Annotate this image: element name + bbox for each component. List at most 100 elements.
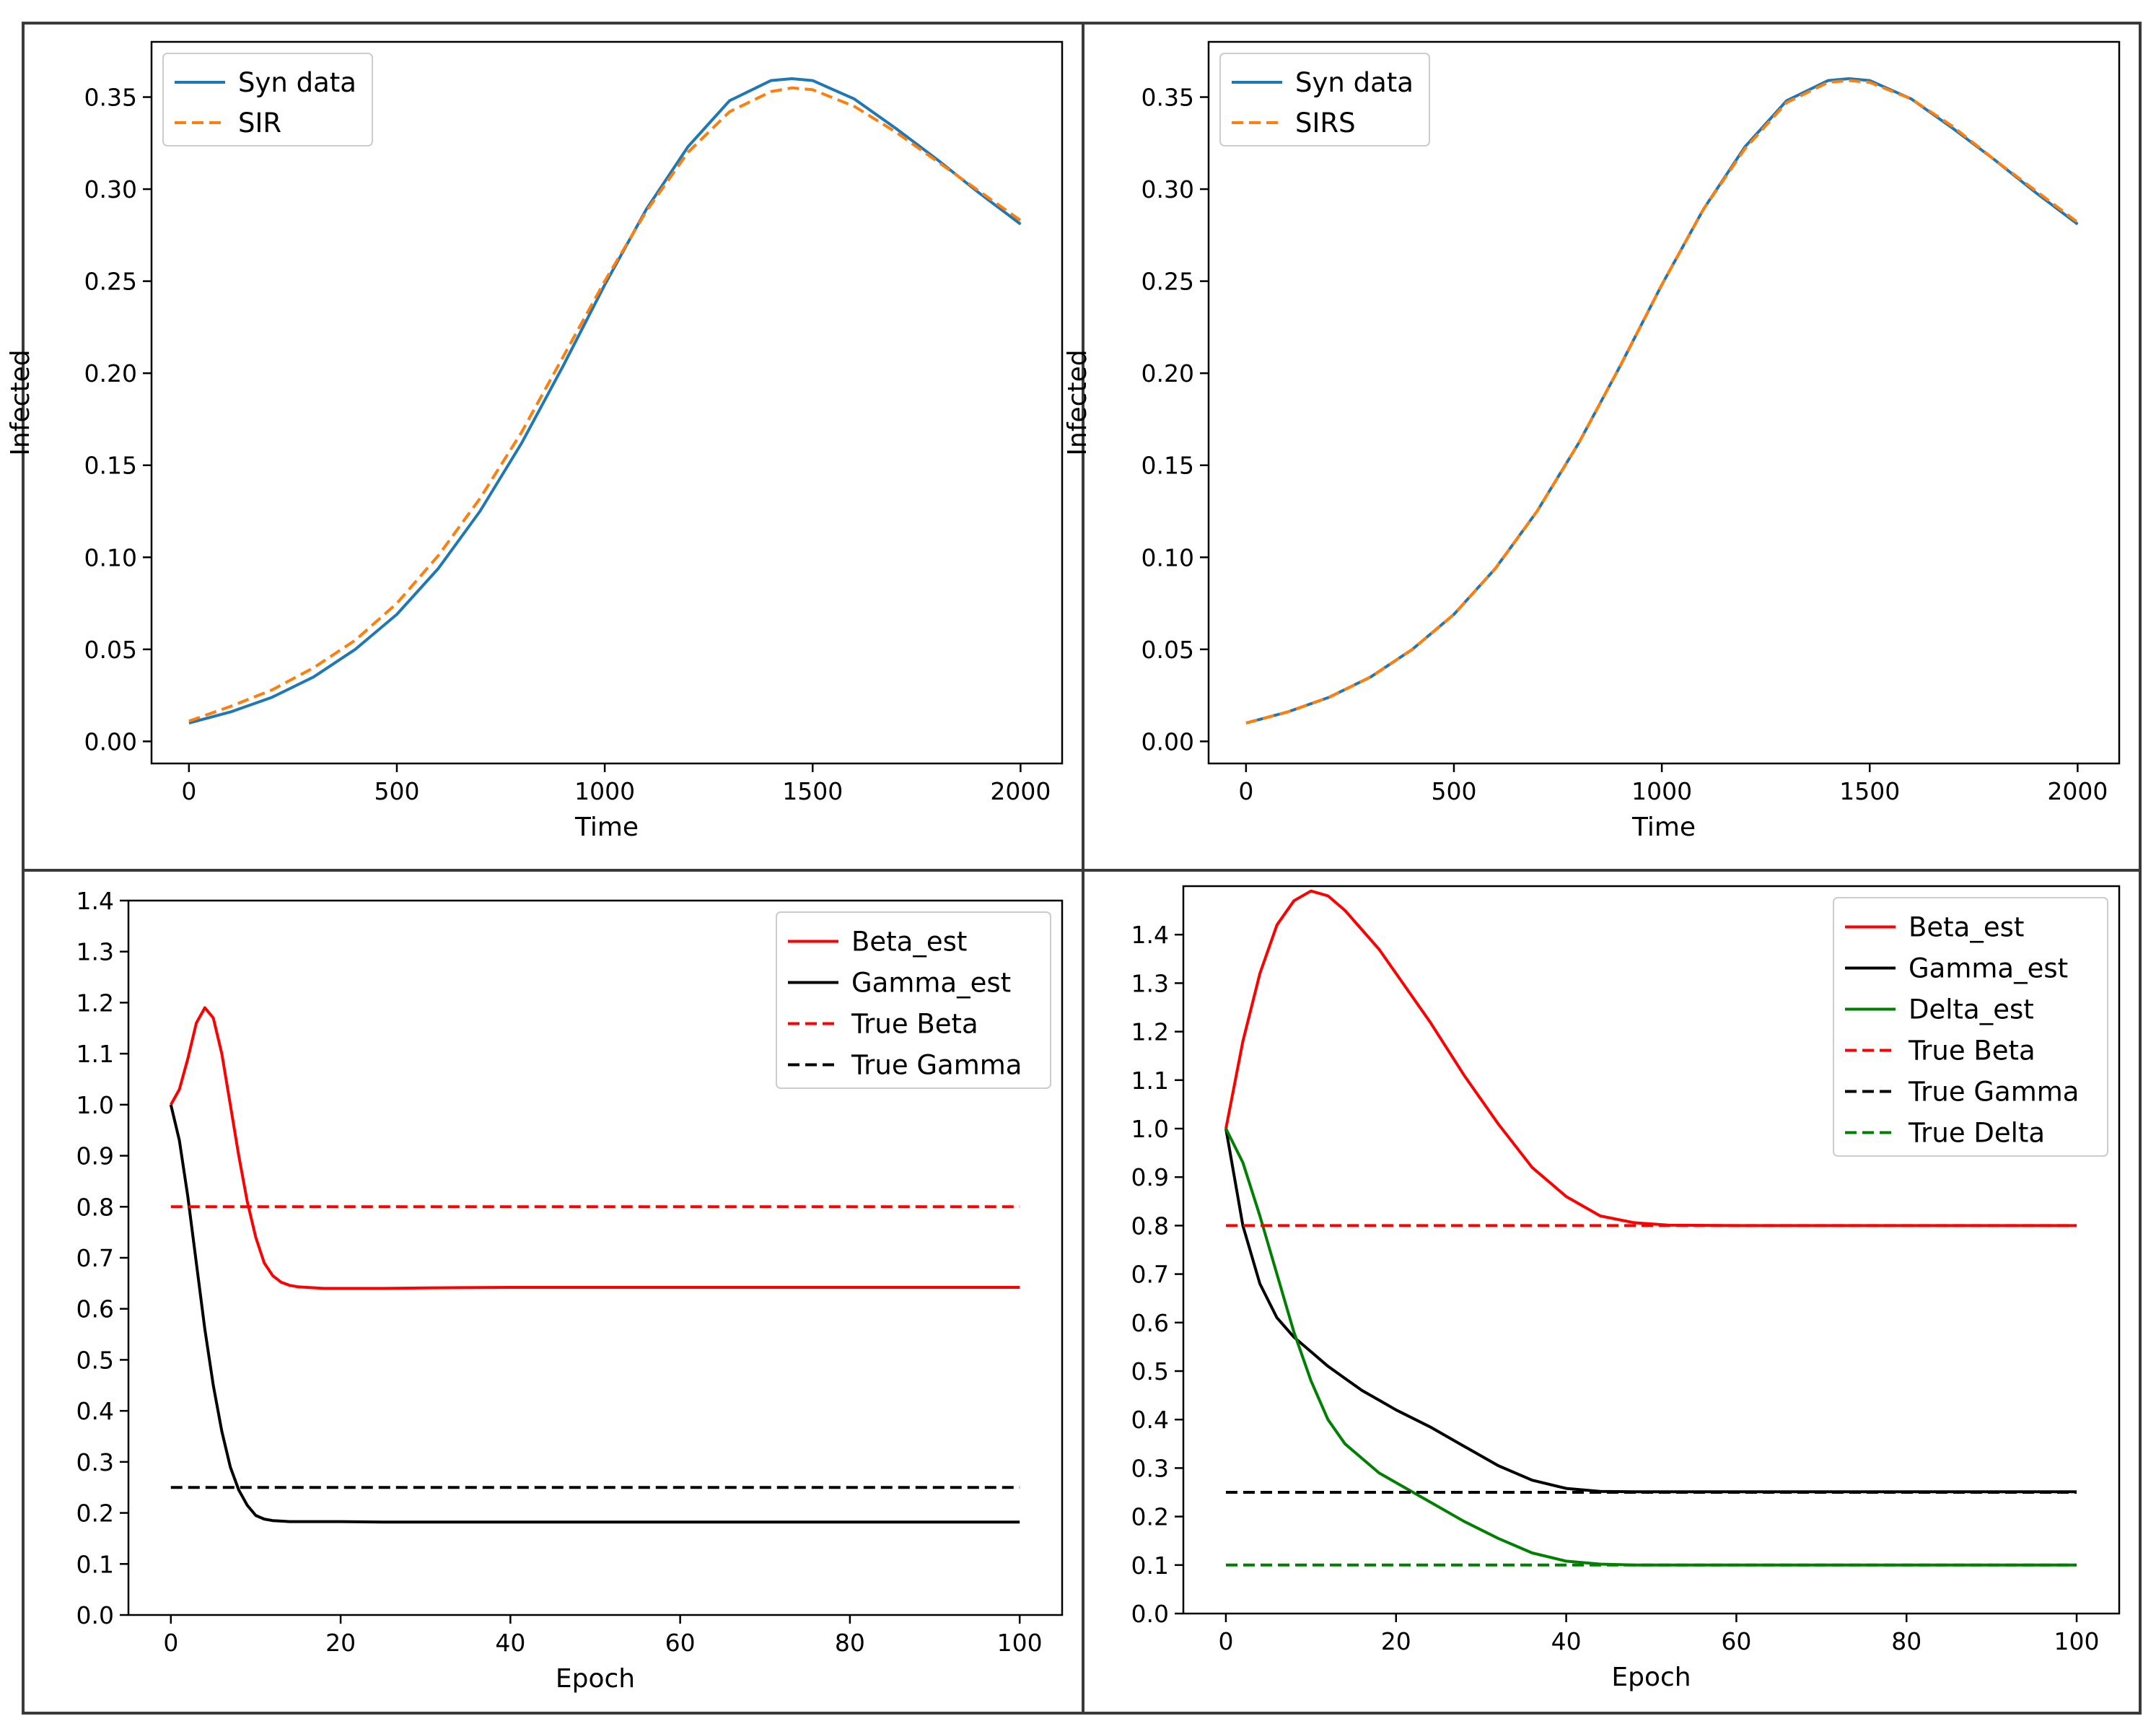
series-line-gamma-est	[1224, 1128, 2077, 1494]
y-tick-label: 0.15	[1141, 452, 1194, 480]
y-tick-label: 0.35	[1141, 84, 1194, 112]
y-tick-label: 1.0	[1131, 1115, 1169, 1143]
plot-area-frame	[1182, 885, 2121, 1615]
plot-area-frame	[1207, 40, 2121, 765]
y-tick-label: 0.3	[76, 1448, 114, 1476]
legend-label: SIR	[238, 108, 281, 139]
series-line-delta-est	[1224, 1128, 2077, 1567]
legend-label: Gamma_est	[1909, 953, 2068, 984]
y-tick-label: 0.8	[1131, 1212, 1169, 1240]
x-tick-label: 2000	[2047, 777, 2108, 805]
x-tick-label: 20	[1381, 1627, 1411, 1655]
series-line-beta-est	[170, 1006, 1020, 1290]
y-tick-label: 0.5	[76, 1346, 114, 1374]
legend-label: Syn data	[1295, 67, 1414, 98]
legend-label: Delta_est	[1909, 994, 2034, 1025]
legend-box	[776, 911, 1051, 1089]
x-tick-label: 60	[665, 1629, 696, 1657]
figure-frame	[22, 22, 2142, 1715]
legend-label: True Beta	[1908, 1036, 2036, 1067]
series-line-gamma-est	[169, 1104, 1020, 1524]
y-tick-label: 0.00	[84, 727, 137, 756]
y-tick-label: 0.4	[76, 1397, 114, 1425]
y-tick-label: 1.4	[76, 887, 114, 915]
legend-box	[1833, 897, 2108, 1157]
series-line-sir	[188, 86, 1022, 723]
x-tick-label: 2000	[990, 777, 1051, 805]
x-tick-label: 1500	[782, 777, 843, 805]
x-tick-label: 20	[325, 1629, 356, 1657]
series-line-syn-data	[188, 77, 1022, 725]
y-tick-label: 1.2	[1131, 1018, 1169, 1046]
x-tick-label: 100	[2054, 1627, 2100, 1655]
y-tick-label: 0.20	[84, 359, 137, 388]
x-axis-label: Time	[1631, 813, 1696, 842]
y-tick-label: 0.3	[1131, 1454, 1169, 1482]
series-line-sirs	[1245, 79, 2079, 725]
y-tick-label: 0.2	[1131, 1503, 1169, 1531]
x-tick-label: 40	[1551, 1627, 1582, 1655]
y-tick-label: 0.6	[76, 1295, 114, 1323]
y-tick-label: 0.7	[76, 1244, 114, 1272]
y-tick-label: 0.10	[1141, 543, 1194, 572]
y-tick-label: 0.5	[1131, 1357, 1169, 1386]
panel-top-left-sir: 0 500 1000 1500 2000 0.00 0.05 0.10 0.15 0.20 0.25…	[6, 40, 1064, 842]
y-tick-label: 0.9	[1131, 1163, 1169, 1191]
x-tick-label: 1500	[1839, 777, 1900, 805]
legend-label: True Beta	[851, 1009, 978, 1040]
y-tick-label: 0.0	[1131, 1600, 1169, 1628]
horizontal-divider	[25, 869, 2139, 872]
legend-label: SIRS	[1295, 108, 1356, 139]
y-tick-label: 0.00	[1141, 727, 1194, 756]
x-tick-label: 500	[1431, 777, 1476, 805]
legend-label: Beta_est	[1909, 912, 2024, 943]
x-tick-label: 500	[374, 777, 419, 805]
y-tick-label: 0.2	[76, 1500, 114, 1528]
y-tick-label: 1.3	[76, 938, 114, 966]
series-line-syn-data	[1245, 77, 2079, 725]
legend-label: Gamma_est	[851, 968, 1011, 999]
x-axis-label: Epoch	[1611, 1663, 1691, 1692]
x-tick-label: 0	[1218, 1627, 1233, 1655]
x-tick-label: 80	[1891, 1627, 1921, 1655]
y-tick-label: 0.6	[1131, 1309, 1169, 1337]
y-axis-label: Infected	[6, 349, 35, 455]
x-tick-label: 0	[1238, 777, 1253, 805]
x-tick-label: 60	[1721, 1627, 1751, 1655]
x-tick-label: 0	[181, 777, 196, 805]
y-tick-label: 0.10	[84, 543, 137, 572]
y-tick-label: 0.30	[84, 175, 137, 203]
legend-label: True Delta	[1908, 1118, 2045, 1149]
y-tick-label: 0.1	[1131, 1551, 1169, 1580]
x-tick-label: 100	[997, 1629, 1043, 1657]
x-axis-label: Epoch	[556, 1664, 635, 1694]
y-tick-label: 0.9	[76, 1142, 114, 1170]
x-axis-label: Time	[574, 813, 639, 842]
y-tick-label: 0.8	[76, 1193, 114, 1221]
x-tick-label: 0	[163, 1629, 178, 1657]
y-tick-label: 0.05	[1141, 636, 1194, 664]
x-tick-label: 40	[495, 1629, 525, 1657]
legend-label: True Gamma	[851, 1050, 1022, 1081]
x-tick-label: 1000	[1631, 777, 1692, 805]
panel-bottom-left-sir-params: 0 20 40 60 80 100 0.0 0.1 0.2 0.3 0.4 0.5 0.6 0.7 0.8 0…	[76, 887, 1064, 1694]
y-tick-label: 1.2	[76, 989, 114, 1017]
y-tick-label: 1.1	[1131, 1067, 1169, 1095]
y-tick-label: 0.05	[84, 636, 137, 664]
y-tick-label: 0.25	[84, 268, 137, 296]
legend-label: Beta_est	[851, 927, 967, 958]
x-tick-label: 1000	[574, 777, 635, 805]
panel-bottom-right-sirs-params: 0 20 40 60 80 100 0.0 0.1 0.2 0.3 0.4 0.5 0.6 0.7 0.8 0…	[1131, 885, 2121, 1692]
y-tick-label: 0.25	[1141, 268, 1194, 296]
y-axis-label: Infected	[1063, 349, 1092, 455]
y-tick-label: 1.0	[76, 1091, 114, 1119]
y-tick-label: 1.1	[76, 1040, 114, 1068]
y-tick-label: 0.0	[76, 1601, 114, 1629]
plot-area-frame	[150, 40, 1064, 765]
y-tick-label: 0.15	[84, 452, 137, 480]
y-tick-label: 0.7	[1131, 1261, 1169, 1289]
y-tick-label: 0.4	[1131, 1406, 1169, 1434]
legend-label: True Gamma	[1908, 1077, 2079, 1108]
y-tick-label: 0.30	[1141, 175, 1194, 203]
